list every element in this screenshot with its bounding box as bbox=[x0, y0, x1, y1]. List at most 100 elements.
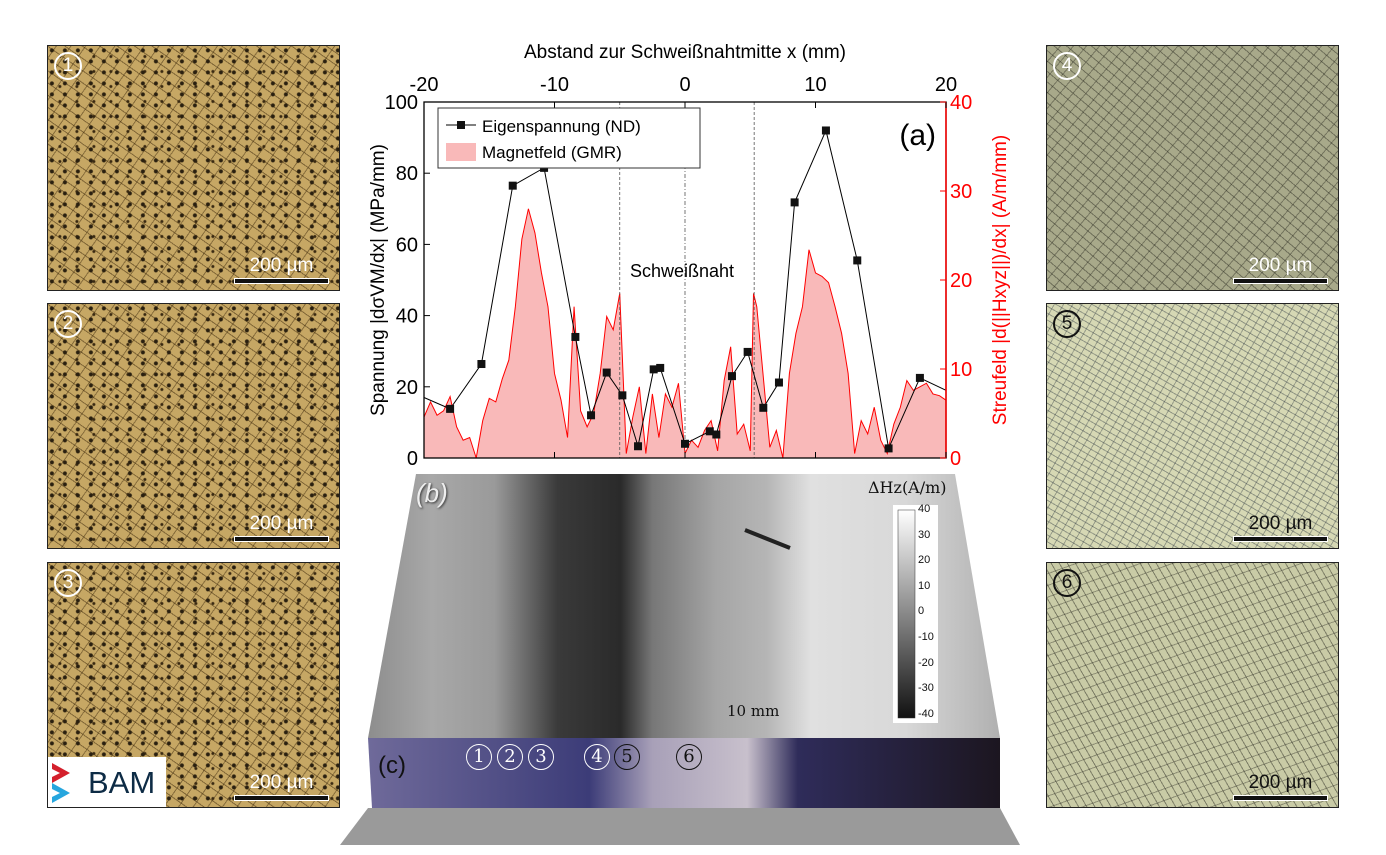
eigenspannung-point bbox=[759, 403, 768, 412]
micrograph-2: 2 200 µm bbox=[47, 303, 340, 549]
position-badge: 5 bbox=[1053, 310, 1081, 338]
eigenspannung-point bbox=[790, 198, 799, 207]
colorbar-tick: 40 bbox=[918, 503, 931, 515]
block-shadow bbox=[340, 808, 1020, 845]
x-tick-label: -20 bbox=[410, 74, 439, 96]
eigenspannung-point bbox=[571, 332, 580, 341]
scale-bar: 200 µm bbox=[234, 513, 329, 542]
y2-tick-label: 40 bbox=[950, 92, 972, 114]
eigenspannung-point bbox=[681, 439, 689, 448]
field-map-surface bbox=[368, 474, 1000, 738]
weld-annotation: Schweißnaht bbox=[630, 261, 734, 281]
scale-bar: 200 µm bbox=[1233, 255, 1328, 284]
colorbar-tick: -20 bbox=[918, 656, 934, 669]
position-badge: 3 bbox=[54, 569, 82, 597]
y2-tick-label: 20 bbox=[950, 270, 972, 292]
panel-label-b: (b) bbox=[416, 478, 448, 508]
y2-tick-label: 0 bbox=[950, 448, 961, 470]
cross-section-face bbox=[368, 738, 1000, 808]
colorbar bbox=[897, 509, 916, 719]
legend-label-magnetfeld: Magnetfeld (GMR) bbox=[482, 143, 622, 162]
micrograph-4: 4 200 µm bbox=[1046, 45, 1339, 291]
y-tick-label: 20 bbox=[396, 377, 418, 399]
position-marker-2: 2 bbox=[497, 744, 523, 770]
scale-label: 200 µm bbox=[1248, 255, 1313, 276]
panel-label-a: (a) bbox=[899, 119, 936, 152]
position-marker-3: 3 bbox=[528, 744, 554, 770]
bam-logo: BAM bbox=[48, 757, 166, 807]
y2-tick-label: 10 bbox=[950, 359, 972, 381]
eigenspannung-point bbox=[618, 391, 627, 400]
y-tick-label: 80 bbox=[396, 163, 418, 185]
eigenspannung-point bbox=[656, 363, 665, 372]
position-badge: 6 bbox=[1053, 569, 1081, 597]
position-marker-5: 5 bbox=[614, 744, 640, 770]
eigenspannung-point bbox=[774, 378, 783, 387]
scale-label: 200 µm bbox=[1248, 513, 1313, 534]
eigenspannung-point bbox=[853, 256, 862, 265]
scale-bar: 200 µm bbox=[1233, 513, 1328, 542]
colorbar-tick: -10 bbox=[918, 631, 934, 643]
scale-label: 200 µm bbox=[249, 513, 314, 534]
eigenspannung-point bbox=[727, 372, 736, 381]
eigenspannung-point bbox=[587, 411, 596, 420]
y-tick-label: 60 bbox=[396, 234, 418, 256]
legend-area-swatch bbox=[446, 143, 476, 161]
position-marker-4: 4 bbox=[584, 744, 610, 770]
eigenspannung-point bbox=[649, 365, 658, 374]
colorbar-tick: 30 bbox=[918, 528, 931, 541]
colorbar-unit: ΔHz(A/m) bbox=[868, 478, 947, 497]
colorbar-tick: 10 bbox=[918, 579, 931, 592]
position-badge: 4 bbox=[1053, 52, 1081, 80]
colorbar-tick: 20 bbox=[918, 554, 931, 567]
eigenspannung-point bbox=[712, 430, 721, 439]
eigenspannung-point bbox=[915, 373, 924, 382]
x-tick-label: 10 bbox=[804, 74, 826, 96]
eigenspannung-point bbox=[634, 442, 643, 451]
y2-tick-label: 30 bbox=[950, 181, 972, 203]
y2-axis-title: Streufeld |d(||Hxyz||)/dx| (A/m/mm) bbox=[990, 135, 1011, 425]
legend-marker-swatch bbox=[457, 121, 465, 129]
eigenspannung-point bbox=[602, 368, 611, 377]
eigenspannung-point bbox=[884, 444, 893, 453]
y-tick-label: 100 bbox=[385, 92, 418, 114]
magnetfeld-area bbox=[424, 208, 946, 458]
colorbar-tick: 0 bbox=[918, 605, 925, 618]
scale-label: 200 µm bbox=[249, 255, 314, 276]
eigenspannung-point bbox=[508, 181, 517, 190]
eigenspannung-point bbox=[743, 347, 752, 356]
scale-label: 200 µm bbox=[1248, 772, 1313, 793]
panel-label-c: (c) bbox=[378, 752, 406, 779]
eigenspannung-point bbox=[821, 126, 830, 135]
scale-label: 200 µm bbox=[249, 772, 314, 793]
position-marker-6: 6 bbox=[676, 744, 702, 770]
chart-a: -20 -10 0 10 20020406080100010203040Abstand … bbox=[368, 42, 1011, 470]
scale-bar-label: 10 mm bbox=[727, 702, 780, 720]
legend-box bbox=[437, 107, 701, 169]
scale-bar: 200 µm bbox=[1233, 772, 1328, 801]
colorbar-tick: -30 bbox=[918, 682, 934, 695]
micrograph-1: 1 200 µm bbox=[47, 45, 340, 291]
y-tick-label: 40 bbox=[396, 306, 418, 328]
scale-bar: 200 µm bbox=[234, 255, 329, 284]
legend-label-eigenspannung: Eigenspannung (ND) bbox=[482, 117, 641, 136]
bam-logo-text: BAM bbox=[88, 765, 156, 800]
y-axis-title: Spannung |dσVM/dx| (MPa/mm) bbox=[368, 144, 389, 416]
colorbar-tick: -40 bbox=[918, 707, 934, 720]
position-badge: 1 bbox=[54, 52, 82, 80]
bam-logo-icon bbox=[52, 763, 70, 803]
scale-bar: 200 µm bbox=[234, 772, 329, 801]
x-tick-label: 0 bbox=[679, 74, 690, 96]
x-tick-label: 20 bbox=[935, 74, 957, 96]
x-axis-title: Abstand zur Schweißnahtmitte x (mm) bbox=[524, 42, 846, 63]
micrograph-6: 6 200 µm bbox=[1046, 562, 1339, 808]
micrograph-5: 5 200 µm bbox=[1046, 303, 1339, 549]
position-marker-1: 1 bbox=[466, 744, 492, 770]
y-tick-label: 0 bbox=[407, 448, 418, 470]
eigenspannung-point bbox=[446, 404, 455, 413]
eigenspannung-point bbox=[705, 427, 714, 436]
x-tick-label: -10 bbox=[540, 74, 569, 96]
position-badge: 2 bbox=[54, 310, 82, 338]
